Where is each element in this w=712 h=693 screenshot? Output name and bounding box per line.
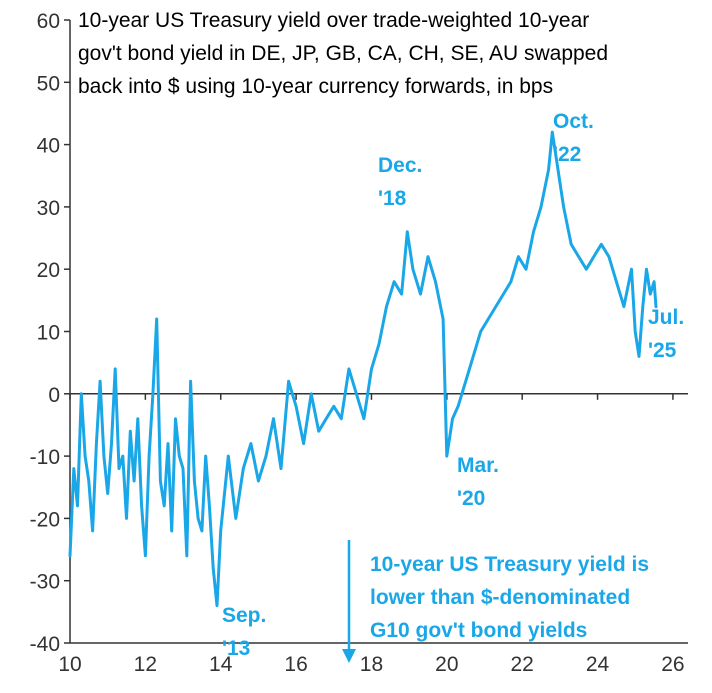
chart-title: 10-year US Treasury yield over trade-wei… <box>78 9 608 98</box>
annotation-mar20-line2: '20 <box>457 487 485 510</box>
y-tick-label: -10 <box>30 446 60 469</box>
title-line-1: 10-year US Treasury yield over trade-wei… <box>78 9 589 32</box>
y-tick-label: 0 <box>48 384 60 407</box>
x-tick-label: 18 <box>360 653 383 676</box>
annotation-sep13-line1: Sep. <box>222 604 266 627</box>
annotation-mar20-line1: Mar. <box>457 454 499 477</box>
annotation-note-line2: lower than $-denominated <box>370 586 630 609</box>
annotation-jul25-line1: Jul. <box>648 306 684 329</box>
axes <box>69 20 688 644</box>
annotation-dec18-line2: '18 <box>378 187 407 210</box>
annotation-oct22-line1: Oct. <box>553 110 594 133</box>
x-tick-label: 24 <box>586 653 610 676</box>
annotation-note-line3: G10 gov't bond yields <box>370 619 587 642</box>
annotation-dec18-line1: Dec. <box>378 154 422 177</box>
y-axis-ticks: -40 -30 -20 -10 0 10 20 30 40 50 60 <box>30 10 70 656</box>
x-tick-label: 22 <box>511 653 534 676</box>
title-line-2: gov't bond yield in DE, JP, GB, CA, CH, … <box>78 42 608 65</box>
annotations: Dec. '18 Oct. '22 Jul. '25 Mar. '20 Sep.… <box>222 110 684 663</box>
x-tick-label: 20 <box>435 653 458 676</box>
y-tick-label: 30 <box>37 197 60 220</box>
y-tick-label: -20 <box>30 508 60 531</box>
x-axis-ticks: 10 12 14 16 18 20 22 24 26 <box>58 393 685 676</box>
x-tick-label: 10 <box>58 653 81 676</box>
y-tick-label: -30 <box>30 571 60 594</box>
y-tick-label: 50 <box>37 72 60 95</box>
y-tick-label: 40 <box>37 135 60 158</box>
annotation-sep13-line2: '13 <box>222 637 250 660</box>
down-arrow-head-icon <box>342 649 356 663</box>
series-group <box>68 130 658 608</box>
title-line-3: back into $ using 10-year currency forwa… <box>78 75 553 98</box>
y-tick-label: 10 <box>37 322 60 345</box>
series-line <box>68 130 658 608</box>
annotation-note-line1: 10-year US Treasury yield is <box>370 553 649 576</box>
y-tick-label: 20 <box>37 259 60 282</box>
annotation-jul25-line2: '25 <box>648 339 677 362</box>
x-tick-label: 12 <box>134 653 157 676</box>
y-tick-label: -40 <box>30 633 60 656</box>
annotation-oct22-line2: '22 <box>553 143 581 166</box>
y-tick-label: 60 <box>37 10 60 33</box>
x-tick-label: 16 <box>284 653 307 676</box>
x-tick-label: 14 <box>209 653 233 676</box>
x-tick-label: 26 <box>661 653 684 676</box>
